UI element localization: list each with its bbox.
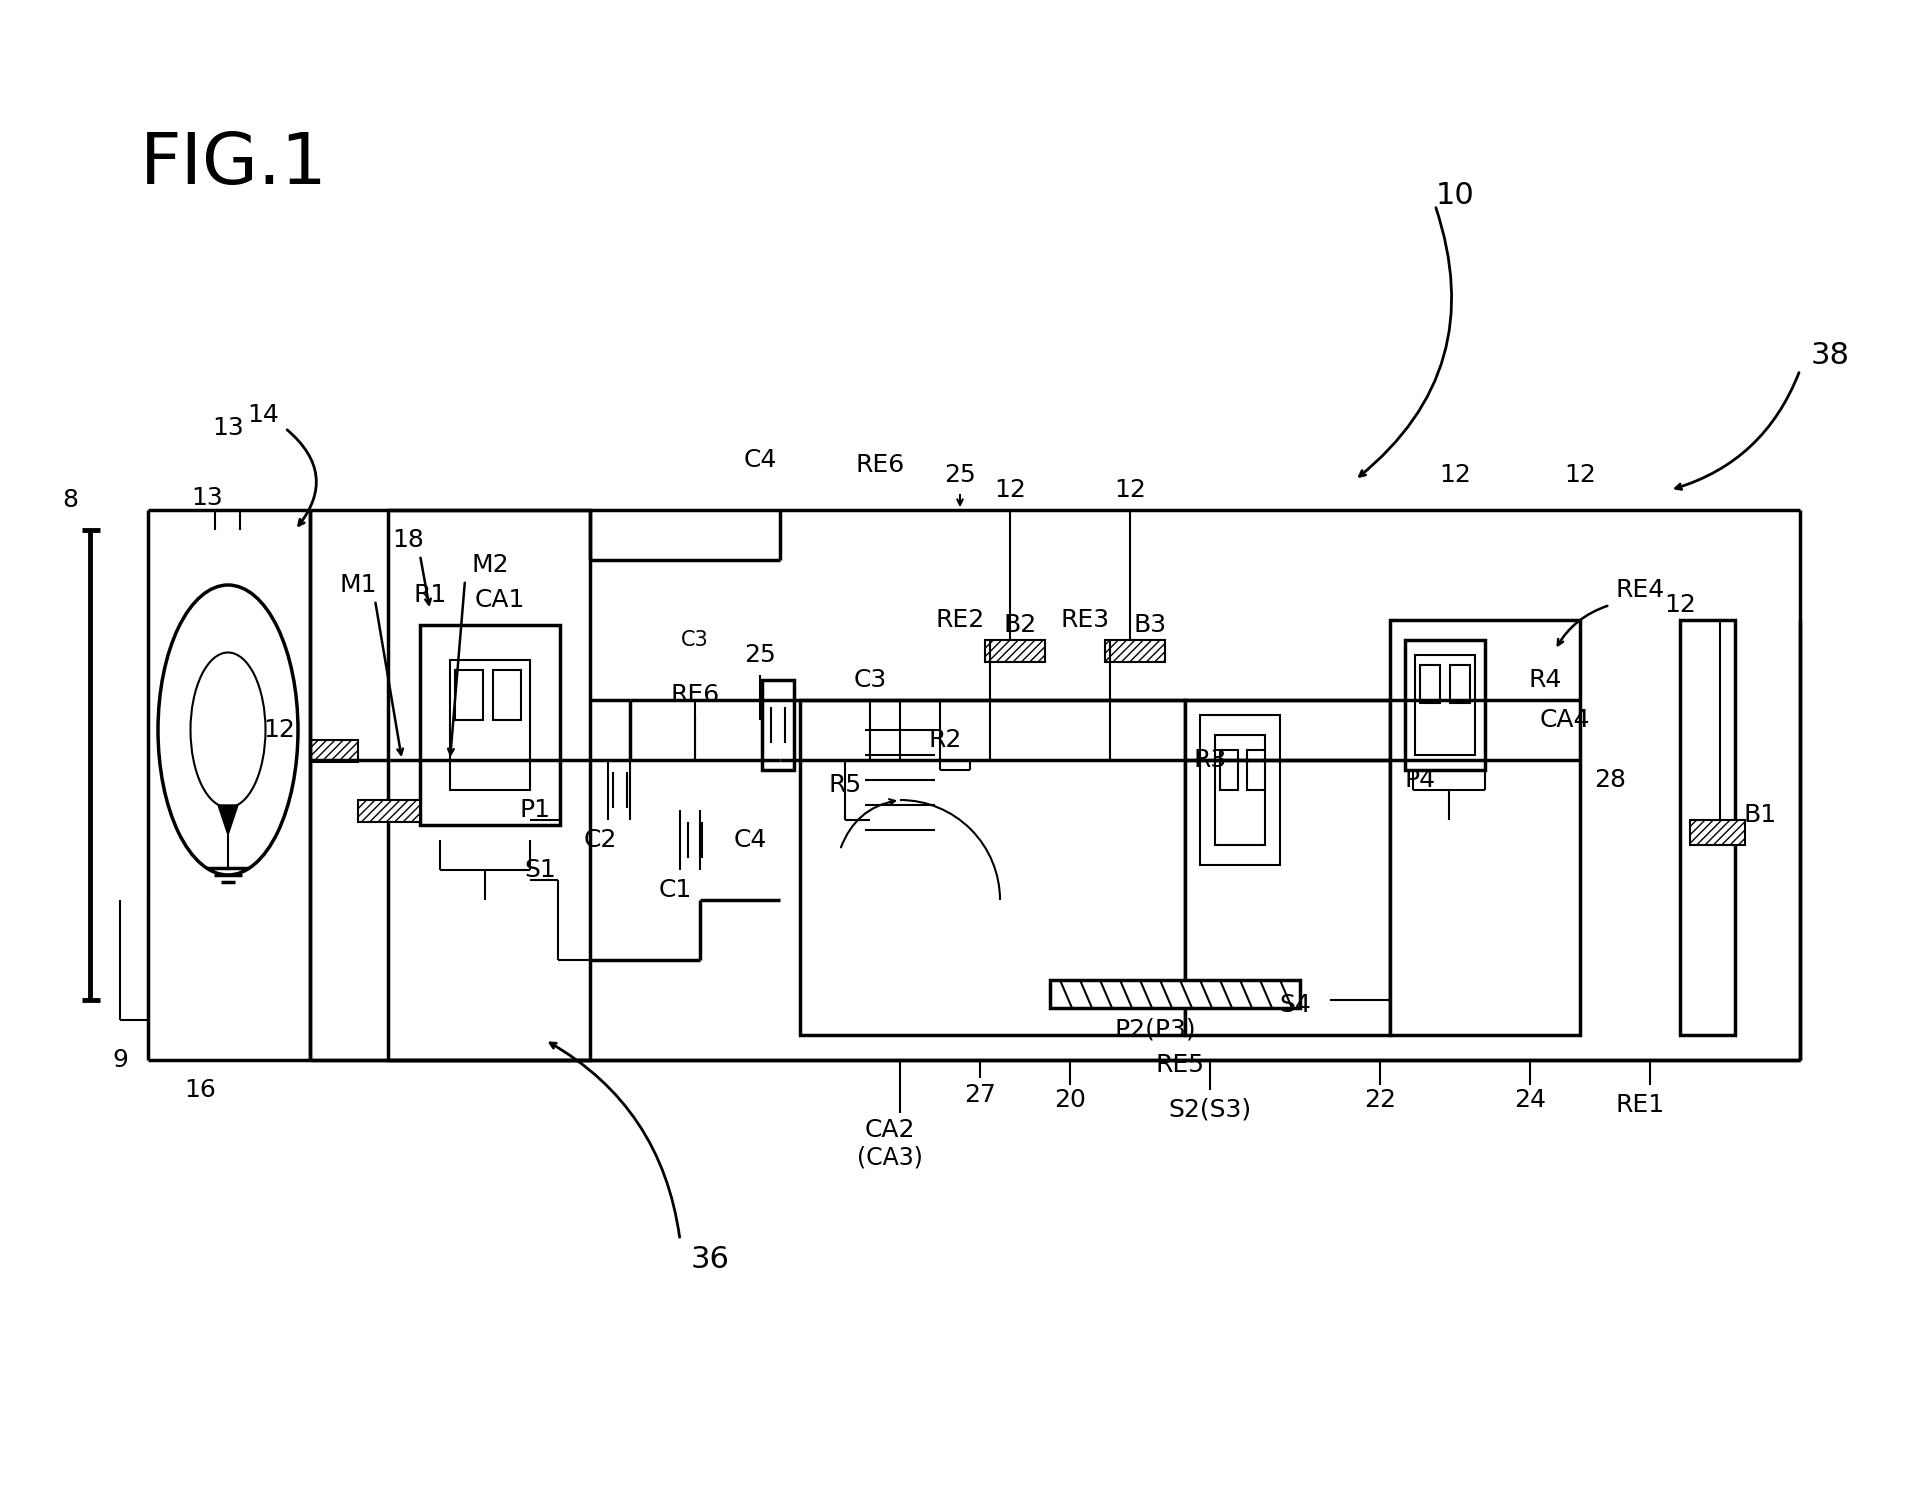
Bar [1220, 749, 1237, 790]
Bar [358, 800, 421, 822]
Text: CA2: CA2 [864, 1118, 916, 1142]
Text: 25: 25 [945, 462, 975, 488]
Text: M2: M2 [470, 553, 509, 577]
Text: RE6: RE6 [855, 454, 904, 477]
Text: RE3: RE3 [1061, 608, 1109, 632]
Text: 36: 36 [690, 1246, 730, 1274]
Text: 12: 12 [1115, 477, 1145, 503]
Text: P4: P4 [1405, 767, 1436, 793]
Text: M1: M1 [338, 572, 377, 596]
Text: (CA3): (CA3) [857, 1146, 923, 1170]
Text: 25: 25 [744, 642, 776, 668]
Text: FIG.1: FIG.1 [140, 129, 327, 199]
Bar [1247, 749, 1266, 790]
Text: B3: B3 [1134, 613, 1166, 636]
Bar [310, 741, 358, 761]
Text: 12: 12 [1663, 593, 1696, 617]
Bar [1449, 665, 1470, 703]
Bar [493, 671, 520, 720]
Text: 8: 8 [61, 488, 78, 512]
Bar [1201, 715, 1279, 865]
Bar [1421, 665, 1440, 703]
Text: C3: C3 [681, 630, 709, 650]
Text: C3: C3 [853, 668, 887, 691]
Text: RE5: RE5 [1155, 1053, 1205, 1077]
Text: 27: 27 [964, 1083, 996, 1106]
Text: 28: 28 [1595, 767, 1625, 793]
Text: S2(S3): S2(S3) [1168, 1097, 1252, 1123]
Bar [1185, 700, 1390, 1035]
Bar [985, 639, 1046, 662]
Text: C4: C4 [744, 448, 776, 471]
Bar [1390, 620, 1579, 1035]
Text: 16: 16 [184, 1078, 216, 1102]
Bar [388, 510, 591, 1060]
Text: S4: S4 [1279, 993, 1312, 1017]
Text: 22: 22 [1363, 1088, 1396, 1112]
Bar [1405, 639, 1486, 770]
Bar [1681, 620, 1734, 1035]
Bar [421, 625, 560, 825]
Bar [763, 680, 793, 770]
Text: C2: C2 [583, 828, 618, 852]
Bar [212, 660, 243, 726]
Bar [1105, 639, 1164, 662]
Bar [1415, 654, 1474, 755]
Text: 18: 18 [392, 528, 424, 552]
Text: P1: P1 [520, 799, 551, 822]
Bar [799, 700, 1185, 1035]
Text: B2: B2 [1004, 613, 1036, 636]
Text: RE2: RE2 [935, 608, 985, 632]
Ellipse shape [159, 584, 298, 874]
Text: CA4: CA4 [1539, 708, 1591, 732]
Text: RE4: RE4 [1616, 578, 1665, 602]
Text: C1: C1 [658, 877, 692, 903]
Text: 13: 13 [191, 486, 224, 510]
Text: RE6: RE6 [671, 683, 719, 706]
Text: R5: R5 [828, 773, 862, 797]
Bar [455, 671, 484, 720]
Text: R4: R4 [1528, 668, 1562, 691]
Text: P2(P3): P2(P3) [1115, 1019, 1195, 1042]
Text: 13: 13 [212, 416, 245, 440]
Bar [449, 660, 530, 790]
Text: RE1: RE1 [1616, 1093, 1665, 1117]
Text: 12: 12 [994, 477, 1027, 503]
Text: 14: 14 [247, 403, 279, 427]
Text: B1: B1 [1744, 803, 1776, 827]
Text: 9: 9 [113, 1048, 128, 1072]
Text: R1: R1 [413, 583, 447, 607]
Text: 20: 20 [1054, 1088, 1086, 1112]
Text: C4: C4 [734, 828, 767, 852]
Text: 12: 12 [1440, 462, 1470, 488]
Text: R3: R3 [1193, 748, 1228, 772]
Text: S1: S1 [524, 858, 556, 882]
Text: 12: 12 [264, 718, 294, 742]
Text: 12: 12 [1564, 462, 1597, 488]
Text: CA1: CA1 [474, 587, 526, 613]
Bar [1690, 819, 1746, 845]
Text: 38: 38 [1811, 341, 1849, 369]
Ellipse shape [191, 653, 266, 807]
Text: 10: 10 [1436, 180, 1474, 210]
Bar [1050, 980, 1300, 1008]
Polygon shape [218, 804, 237, 836]
Text: 24: 24 [1514, 1088, 1547, 1112]
Text: R2: R2 [929, 729, 962, 752]
Bar [1214, 735, 1266, 845]
